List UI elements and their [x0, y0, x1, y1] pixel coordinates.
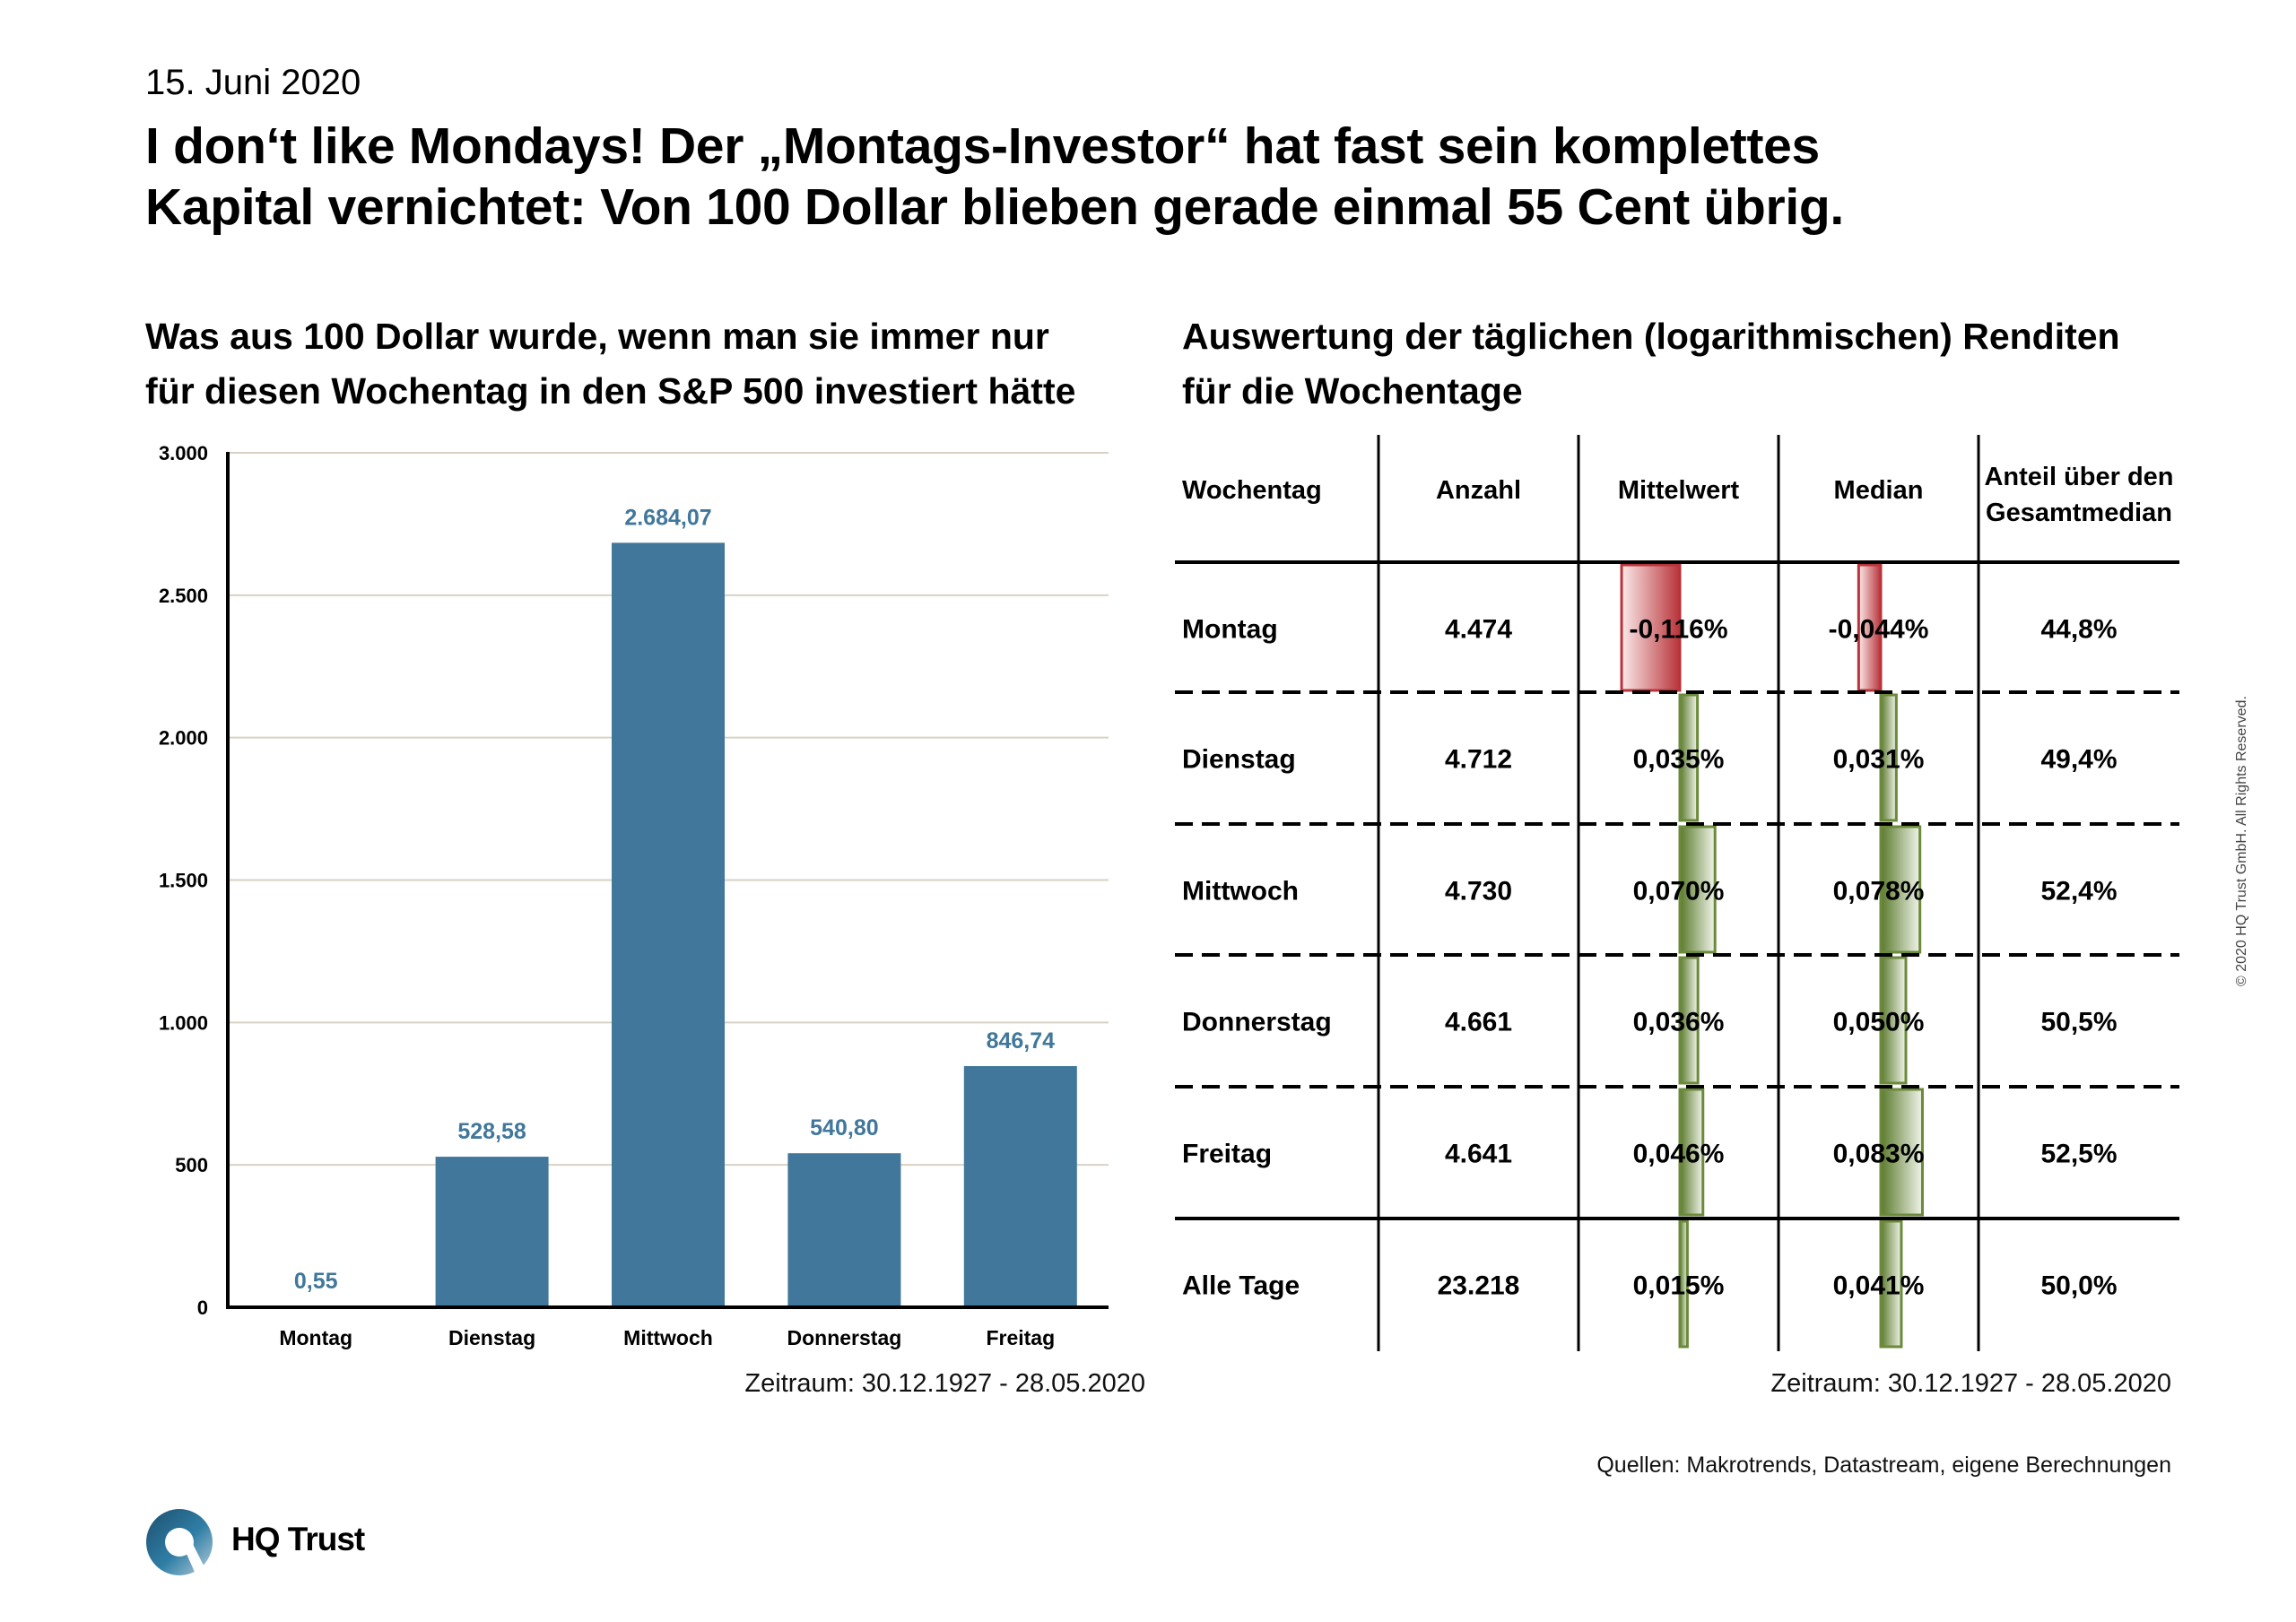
cell-count: 4.474	[1445, 615, 1512, 645]
bar-value-label: 846,74	[987, 1028, 1056, 1054]
mean-bar	[1678, 693, 1700, 822]
x-tick-label: Montag	[279, 1326, 352, 1349]
cell-share: 52,4%	[2040, 877, 2117, 906]
headline-line-2: Kapital vernichtet: Von 100 Dollar blieb…	[145, 178, 1844, 236]
date: 15. Juni 2020	[145, 63, 361, 102]
cell-share: 44,8%	[2040, 615, 2117, 645]
returns-table: Wochentag Anzahl Mittelwert Median Anteil üb…	[1175, 435, 2179, 1351]
chart-title-line-2: für diesen Wochentag in den S&P 500 inve…	[145, 370, 1076, 412]
cell-mean: -0,116%	[1629, 615, 1727, 645]
y-tick-label: 0	[197, 1297, 208, 1319]
col-header-anteil-line-2: Gesamtmedian	[1986, 499, 2172, 527]
bar-value-label: 540,80	[810, 1115, 878, 1141]
median-bar	[1879, 825, 1922, 954]
x-tick-label: Freitag	[986, 1326, 1055, 1349]
median-bar	[1879, 956, 1908, 1085]
bar-donnerstag	[787, 1153, 901, 1307]
median-bar	[1857, 563, 1883, 692]
chart-title-line-1: Was aus 100 Dollar wurde, wenn man sie i…	[145, 316, 1049, 357]
cell-count: 23.218	[1438, 1271, 1520, 1301]
cell-share: 52,5%	[2040, 1140, 2117, 1169]
mean-bar	[1678, 1088, 1705, 1217]
col-header-median: Median	[1834, 476, 1924, 505]
bar-chart: 0 500 1.000 1.500 2.000 2.500 3.000 0,55 Montag 5…	[159, 442, 1109, 1349]
median-bar	[1879, 1219, 1903, 1349]
x-tick-label: Dienstag	[448, 1326, 535, 1349]
cell-median: 0,031%	[1833, 745, 1925, 775]
chart-period-note: Zeitraum: 30.12.1927 - 28.05.2020	[744, 1369, 1145, 1398]
row-label: Mittwoch	[1182, 877, 1299, 906]
col-header-mittelwert: Mittelwert	[1618, 476, 1740, 505]
col-header-wochentag: Wochentag	[1182, 476, 1322, 505]
row-label: Freitag	[1182, 1140, 1272, 1169]
row-label: Montag	[1182, 615, 1278, 645]
cell-count: 4.712	[1445, 745, 1512, 775]
sources-note: Quellen: Makrotrends, Datastream, eigene…	[1596, 1453, 2171, 1478]
cell-mean: 0,046%	[1633, 1140, 1725, 1169]
headline-line-1: I don‘t like Mondays! Der „Montags-Inves…	[145, 117, 1820, 175]
cell-mean: 0,070%	[1633, 877, 1725, 906]
hq-trust-logo-icon	[146, 1509, 213, 1578]
bar-value-label: 528,58	[457, 1119, 526, 1144]
bar-value-label: 2.684,07	[624, 505, 711, 530]
bar-freitag	[963, 1066, 1077, 1307]
cell-median: 0,083%	[1833, 1140, 1925, 1169]
copyright-note: © 2020 HQ Trust GmbH. All Rights Reserve…	[2234, 696, 2249, 986]
bar-value-label: 0,55	[294, 1269, 338, 1294]
y-tick-label: 500	[175, 1154, 208, 1176]
y-tick-label: 1.500	[159, 870, 208, 892]
col-header-anzahl: Anzahl	[1436, 476, 1521, 505]
table-period-note: Zeitraum: 30.12.1927 - 28.05.2020	[1770, 1369, 2171, 1398]
cell-count: 4.661	[1445, 1008, 1512, 1037]
mean-bar	[1678, 825, 1717, 954]
y-tick-label: 3.000	[159, 442, 208, 464]
cell-count: 4.641	[1445, 1140, 1512, 1169]
mean-bar	[1620, 563, 1682, 692]
y-tick-label: 1.000	[159, 1011, 208, 1034]
cell-median: -0,044%	[1829, 615, 1929, 645]
row-label: Donnerstag	[1182, 1008, 1332, 1037]
col-header-anteil-line-1: Anteil über den	[1984, 463, 2173, 491]
bar-mittwoch	[612, 542, 725, 1307]
mean-bar	[1678, 1219, 1689, 1349]
mean-bar	[1678, 956, 1700, 1085]
table-title-line-1: Auswertung der täglichen (logarithmische…	[1182, 316, 2120, 357]
cell-median: 0,041%	[1833, 1271, 1925, 1301]
col-header-anteil: Anteil über den Gesamtmedian	[1984, 463, 2173, 527]
cell-mean: 0,015%	[1633, 1271, 1725, 1301]
table-title-line-2: für die Wochentage	[1182, 370, 1523, 412]
x-tick-label: Mittwoch	[623, 1326, 713, 1349]
cell-share: 49,4%	[2040, 745, 2117, 775]
x-tick-label: Donnerstag	[787, 1326, 902, 1349]
row-label: Dienstag	[1182, 745, 1296, 775]
y-tick-label: 2.500	[159, 585, 208, 607]
cell-mean: 0,036%	[1633, 1008, 1725, 1037]
median-bar	[1879, 1088, 1924, 1217]
logo-text: HQ Trust	[231, 1521, 365, 1557]
cell-count: 4.730	[1445, 877, 1512, 906]
cell-median: 0,078%	[1833, 877, 1925, 906]
median-bar	[1879, 693, 1898, 822]
cell-share: 50,0%	[2040, 1271, 2117, 1301]
row-label: Alle Tage	[1182, 1271, 1300, 1301]
cell-median: 0,050%	[1833, 1008, 1925, 1037]
cell-share: 50,5%	[2040, 1008, 2117, 1037]
cell-mean: 0,035%	[1633, 745, 1725, 775]
y-tick-label: 2.000	[159, 727, 208, 750]
bar-dienstag	[435, 1157, 549, 1307]
